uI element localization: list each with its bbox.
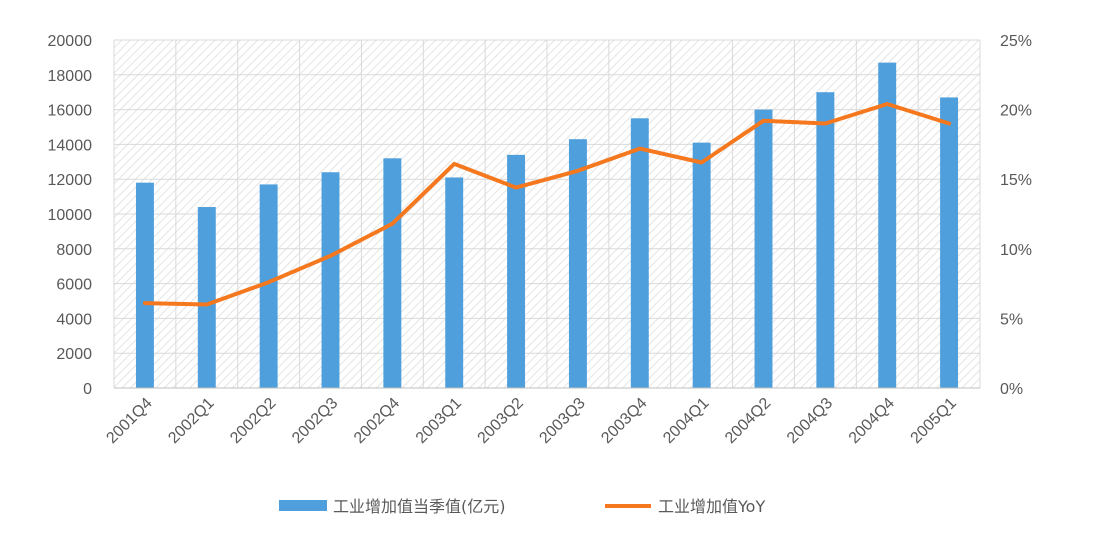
legend-bar-swatch (279, 500, 327, 511)
right-tick-label: 20% (1000, 103, 1032, 120)
right-y-axis: 0% 5% 10% 15% 20% 25% (1000, 33, 1032, 398)
left-tick-label: 12000 (48, 172, 93, 189)
bar (878, 62, 897, 389)
bar (321, 172, 340, 388)
bar (816, 92, 835, 388)
bar (754, 109, 773, 388)
x-tick-label: 2003Q1 (413, 395, 465, 447)
legend-line-label: 工业增加值YoY (658, 497, 765, 516)
x-tick-label: 2003Q2 (475, 395, 527, 447)
bar (259, 184, 278, 388)
right-tick-label: 15% (1000, 172, 1032, 189)
bar (197, 207, 216, 388)
bar (507, 154, 526, 388)
bar (630, 118, 649, 389)
left-tick-label: 0 (83, 381, 92, 398)
x-tick-label: 2005Q1 (908, 395, 960, 447)
x-tick-label: 2003Q4 (598, 395, 650, 447)
bar (692, 142, 711, 388)
legend-item-bar[interactable]: 工业增加值当季值(亿元) (279, 497, 506, 516)
bar (568, 139, 587, 388)
x-tick-label: 2002Q2 (227, 395, 279, 447)
left-tick-label: 20000 (48, 33, 93, 50)
right-tick-label: 25% (1000, 33, 1032, 50)
bar (445, 177, 464, 388)
left-tick-label: 14000 (48, 137, 93, 154)
legend-bar-label: 工业增加值当季值(亿元) (333, 497, 506, 516)
right-tick-label: 0% (1000, 381, 1023, 398)
left-tick-label: 10000 (48, 207, 93, 224)
left-tick-label: 6000 (56, 277, 92, 294)
bar (383, 158, 402, 388)
yoy-line (142, 102, 952, 307)
x-tick-label: 2002Q4 (351, 395, 403, 447)
left-tick-label: 16000 (48, 103, 93, 120)
left-tick-label: 8000 (56, 242, 92, 259)
left-y-axis: 0 2000 4000 6000 8000 10000 12000 14000 16000 180… (48, 33, 93, 398)
x-tick-label: 2001Q4 (103, 395, 155, 447)
left-tick-label: 2000 (56, 346, 92, 363)
x-tick-label: 2003Q3 (536, 395, 588, 447)
legend: 工业增加值当季值(亿元) 工业增加值YoY (279, 497, 765, 516)
x-tick-label: 2004Q2 (722, 395, 774, 447)
right-tick-label: 10% (1000, 242, 1032, 259)
x-tick-label: 2002Q3 (289, 395, 341, 447)
bar-series (135, 62, 959, 389)
grid-lines (113, 39, 981, 389)
left-tick-label: 4000 (56, 311, 92, 328)
legend-item-line[interactable]: 工业增加值YoY (605, 497, 765, 516)
x-tick-label: 2004Q1 (660, 395, 712, 447)
left-tick-label: 18000 (48, 68, 93, 85)
right-tick-label: 5% (1000, 311, 1023, 328)
bar (135, 182, 154, 388)
x-tick-label: 2002Q1 (165, 395, 217, 447)
line-series (142, 102, 952, 307)
x-tick-label: 2004Q3 (784, 395, 836, 447)
x-tick-label: 2004Q4 (846, 395, 898, 447)
x-axis: 2001Q4 2002Q1 2002Q2 2002Q3 2002Q4 2003Q1 2003… (103, 387, 980, 447)
bar (940, 97, 959, 389)
